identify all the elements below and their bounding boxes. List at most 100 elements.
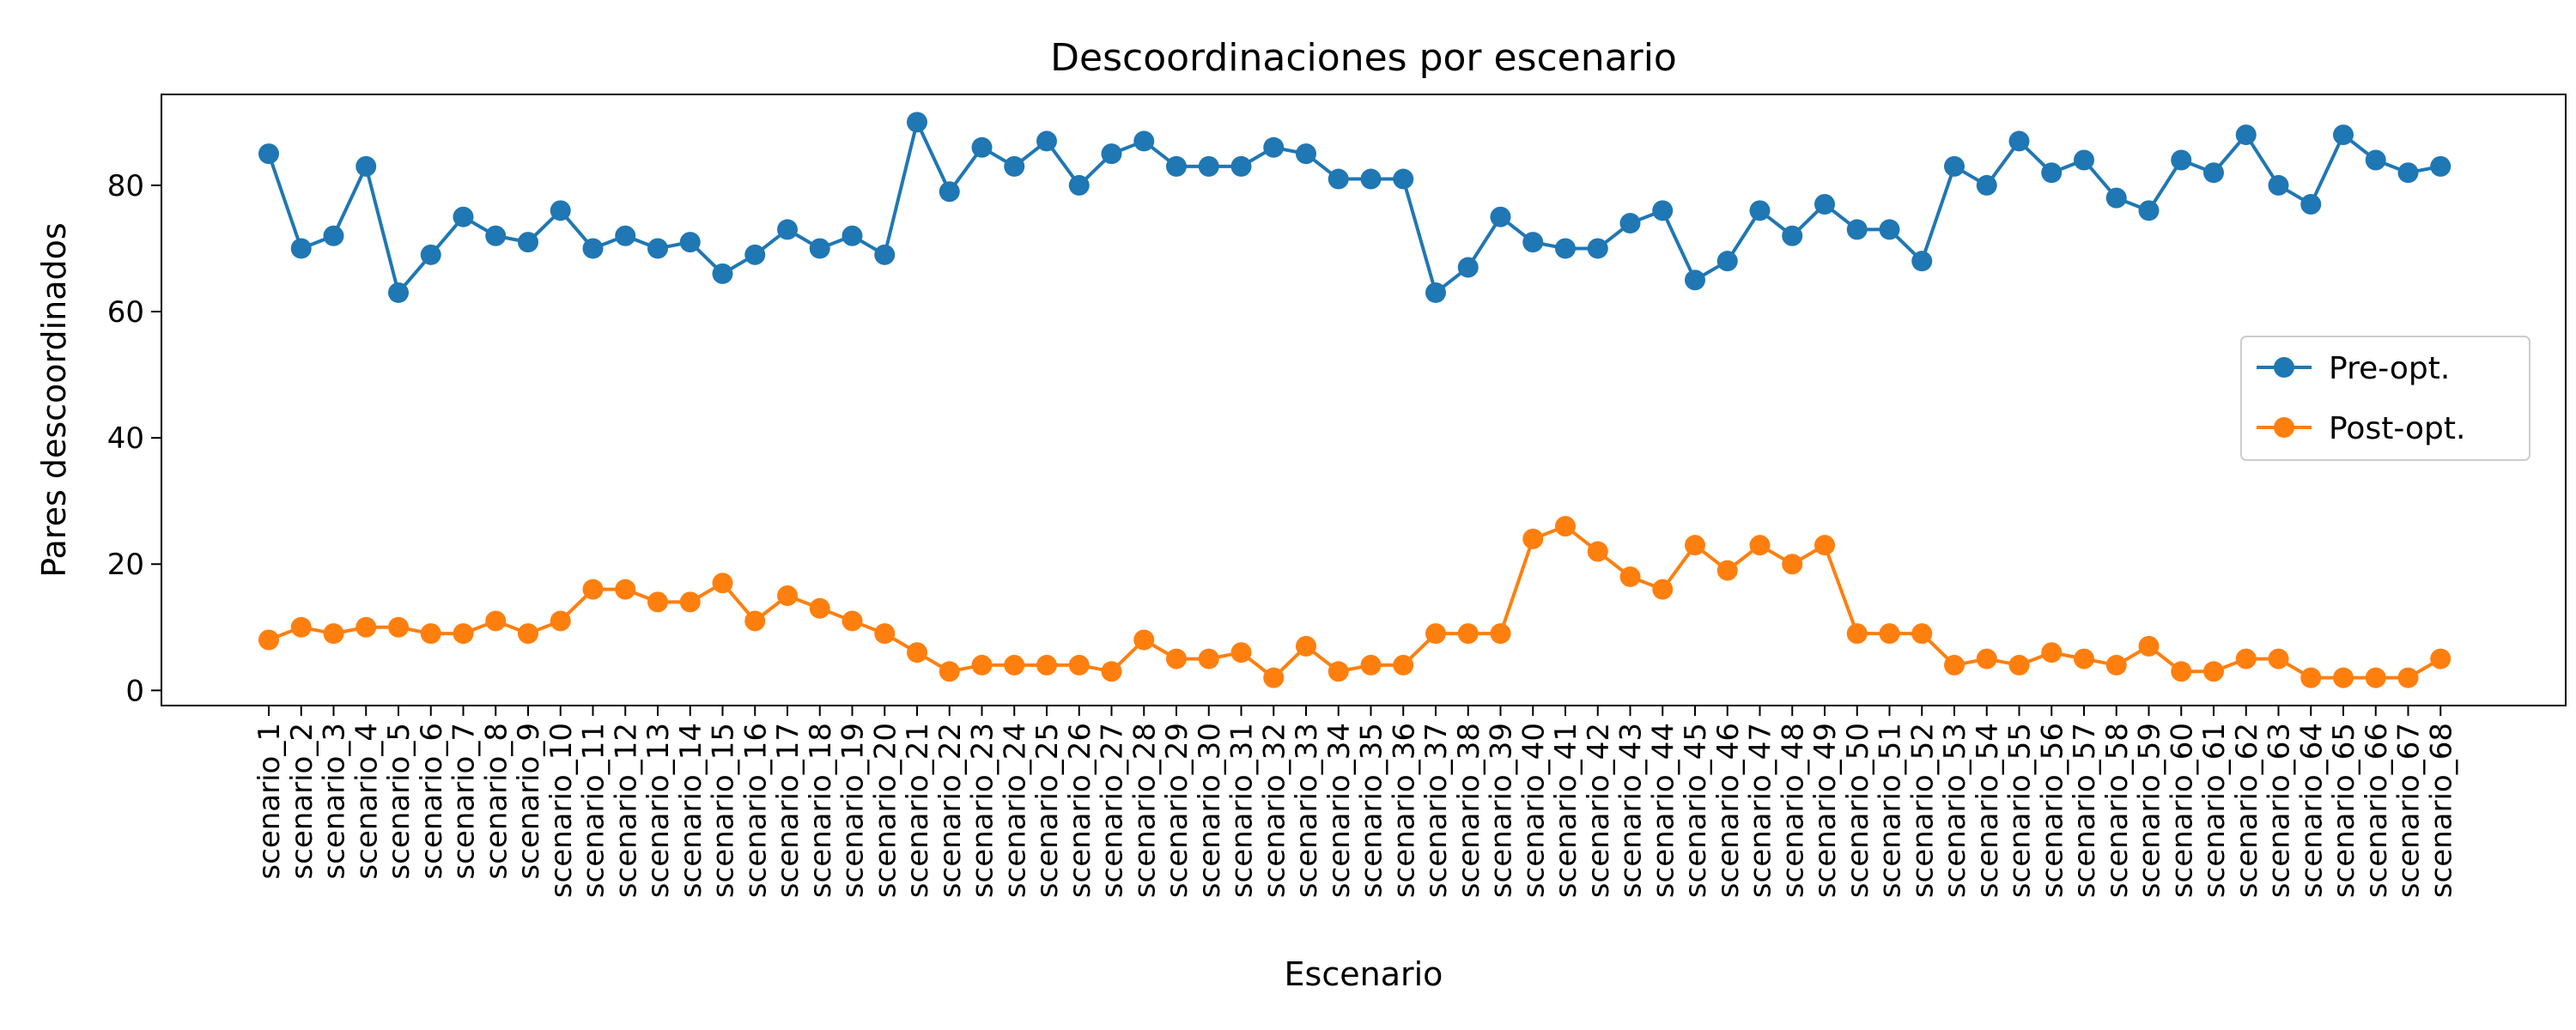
- data-point: [290, 616, 312, 638]
- data-point: [907, 642, 927, 663]
- data-point: [355, 616, 377, 638]
- data-point: [1522, 232, 1544, 253]
- x-tick-label: scenario_33: [1290, 723, 1324, 898]
- data-point: [1425, 282, 1446, 303]
- x-tick-label: scenario_52: [1905, 723, 1940, 898]
- data-point: [2235, 124, 2257, 146]
- data-point: [1587, 238, 1608, 259]
- data-point: [744, 244, 766, 265]
- data-point: [939, 661, 960, 682]
- x-tick-label: scenario_9: [512, 723, 546, 880]
- data-point: [647, 238, 668, 259]
- data-point: [1944, 654, 1965, 676]
- data-point: [1846, 219, 1868, 240]
- x-tick-label: scenario_7: [447, 723, 482, 880]
- plot-area: [258, 112, 2451, 688]
- data-point: [550, 200, 571, 221]
- data-point: [1555, 516, 1576, 537]
- data-point: [1068, 654, 1090, 676]
- data-point: [518, 623, 538, 645]
- data-point: [1619, 566, 1641, 587]
- data-point: [615, 579, 636, 600]
- data-point: [744, 610, 766, 632]
- data-point: [1619, 213, 1641, 234]
- data-point: [258, 143, 279, 165]
- data-point: [1555, 238, 1576, 259]
- x-tick-label: scenario_46: [1711, 723, 1746, 898]
- x-tick-label: scenario_16: [738, 723, 773, 898]
- data-point: [1327, 661, 1349, 682]
- data-point: [1068, 174, 1090, 196]
- x-tick-label: scenario_37: [1419, 723, 1454, 898]
- x-tick-label: scenario_32: [1257, 723, 1291, 898]
- x-tick-label: scenario_19: [836, 723, 871, 898]
- data-point: [1652, 579, 1674, 600]
- x-tick-label: scenario_55: [2003, 723, 2038, 898]
- data-point: [420, 623, 441, 645]
- x-tick-label: scenario_29: [1160, 723, 1194, 898]
- x-tick-label: scenario_68: [2424, 723, 2458, 898]
- data-point: [1360, 654, 1382, 676]
- data-point: [518, 232, 538, 253]
- data-point: [1263, 667, 1285, 688]
- x-tick-label: scenario_57: [2068, 723, 2102, 898]
- x-tick-label: scenario_50: [1841, 723, 1875, 898]
- data-point: [1457, 623, 1479, 645]
- data-point: [1814, 193, 1835, 215]
- data-point: [1652, 200, 1674, 221]
- x-tick-label: scenario_24: [998, 723, 1032, 898]
- data-point: [907, 112, 927, 133]
- data-point: [388, 616, 409, 638]
- x-tick-label: scenario_63: [2263, 723, 2297, 898]
- x-tick-label: scenario_20: [868, 723, 902, 898]
- y-axis-label: Pares descoordinados: [35, 222, 73, 577]
- data-point: [2138, 635, 2160, 657]
- x-tick-label: scenario_14: [674, 723, 708, 898]
- data-point: [2397, 667, 2419, 688]
- data-point: [323, 623, 344, 645]
- x-tick-label: scenario_47: [1744, 723, 1778, 898]
- x-tick-label: scenario_31: [1225, 723, 1260, 898]
- data-point: [2300, 667, 2322, 688]
- x-tick-label: scenario_35: [1355, 723, 1389, 898]
- x-tick-label: scenario_23: [966, 723, 1000, 898]
- data-point: [2365, 667, 2386, 688]
- x-tick-label: scenario_27: [1096, 723, 1130, 898]
- series-1: [258, 516, 2451, 688]
- data-point: [2105, 654, 2127, 676]
- data-point: [1490, 206, 1511, 227]
- data-point: [841, 610, 863, 632]
- data-point: [809, 238, 830, 259]
- x-tick-label: scenario_61: [2197, 723, 2232, 898]
- legend-marker: [2274, 417, 2294, 438]
- y-tick-label: 0: [125, 674, 144, 708]
- x-tick-label: scenario_2: [285, 723, 319, 880]
- data-point: [1230, 642, 1252, 663]
- x-tick-label: scenario_21: [901, 723, 935, 898]
- data-point: [1036, 130, 1057, 152]
- data-point: [1782, 225, 1803, 246]
- data-point: [1685, 535, 1705, 556]
- data-point: [2171, 661, 2192, 682]
- data-point: [2430, 155, 2451, 177]
- x-tick-label: scenario_28: [1127, 723, 1162, 898]
- data-point: [874, 623, 896, 645]
- x-tick-label: scenario_53: [1938, 723, 1972, 898]
- x-tick-label: scenario_1: [252, 723, 287, 880]
- y-tick-label: 20: [107, 548, 144, 582]
- data-point: [1716, 560, 1738, 581]
- data-point: [712, 263, 733, 284]
- x-tick-label: scenario_4: [349, 723, 384, 880]
- x-tick-label: scenario_60: [2165, 723, 2199, 898]
- data-point: [1716, 251, 1738, 272]
- data-point: [939, 181, 960, 203]
- data-point: [550, 610, 571, 632]
- y-tick-label: 60: [107, 295, 144, 330]
- data-point: [1004, 654, 1025, 676]
- data-point: [2333, 124, 2354, 146]
- data-point: [2333, 667, 2354, 688]
- data-point: [2365, 149, 2386, 171]
- x-tick-label: scenario_59: [2133, 723, 2167, 898]
- data-point: [355, 155, 377, 177]
- data-point: [1944, 155, 1965, 177]
